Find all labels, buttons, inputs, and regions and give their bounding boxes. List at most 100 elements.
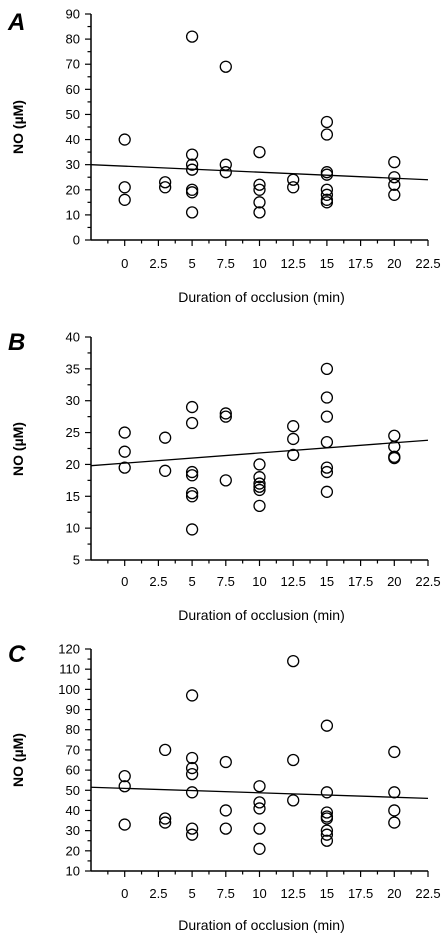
- x-tick-label: 12.5: [281, 256, 306, 271]
- y-tick-label: 80: [66, 722, 80, 737]
- data-point: [118, 780, 131, 793]
- x-tick-label: 15: [320, 256, 334, 271]
- x-tick-label: 17.5: [348, 256, 373, 271]
- y-tick-label: 35: [66, 361, 80, 376]
- data-point: [185, 148, 199, 161]
- data-point: [388, 816, 401, 829]
- y-tick-label: 10: [66, 207, 80, 222]
- y-tick-label: 10: [66, 521, 80, 536]
- x-tick-label: 22.5: [415, 886, 440, 901]
- data-point: [158, 431, 172, 444]
- data-point: [219, 755, 232, 769]
- data-point: [388, 178, 401, 191]
- x-tick-label: 7.5: [217, 886, 235, 901]
- data-point: [320, 115, 334, 129]
- x-tick-label: 0: [121, 256, 128, 271]
- x-tick-label: 20: [387, 574, 401, 589]
- y-tick-label: 40: [66, 330, 80, 345]
- data-point: [253, 499, 266, 512]
- data-point: [253, 802, 266, 815]
- y-tick-label: 50: [66, 783, 80, 798]
- data-point: [253, 206, 266, 219]
- data-point: [253, 196, 266, 209]
- data-point: [118, 193, 131, 206]
- y-tick-label: 10: [66, 864, 80, 879]
- data-point: [118, 461, 131, 474]
- data-point: [320, 362, 334, 376]
- data-point: [320, 485, 334, 498]
- data-point: [118, 426, 131, 439]
- data-point: [158, 176, 172, 189]
- x-tick-label: 7.5: [217, 574, 235, 589]
- y-tick-label: 70: [66, 742, 80, 757]
- y-tick-label: 0: [73, 233, 80, 248]
- data-point: [287, 448, 300, 462]
- data-point: [388, 156, 401, 169]
- data-point: [320, 166, 334, 179]
- y-tick-label: 30: [66, 393, 80, 408]
- data-point: [388, 786, 401, 799]
- data-point: [253, 780, 266, 793]
- data-point: [158, 181, 172, 194]
- data-point: [287, 173, 300, 186]
- data-point: [253, 183, 266, 196]
- y-tick-label: 25: [66, 425, 80, 440]
- data-point: [253, 178, 266, 191]
- data-point: [219, 60, 232, 73]
- data-point: [219, 474, 232, 487]
- data-point: [118, 181, 131, 194]
- y-tick-label: 120: [58, 642, 80, 657]
- data-point: [185, 761, 199, 775]
- y-axis-label: NO (µM): [10, 733, 26, 787]
- x-tick-label: 10: [252, 574, 266, 589]
- y-tick-label: 60: [66, 763, 80, 778]
- data-point: [388, 804, 401, 817]
- data-point: [219, 822, 232, 835]
- panel-label: C: [8, 641, 26, 668]
- data-point: [185, 490, 199, 503]
- data-point: [219, 804, 232, 817]
- x-axis-label: Duration of occlusion (min): [178, 289, 345, 305]
- data-point: [185, 689, 199, 702]
- data-point: [219, 158, 232, 171]
- data-point: [185, 163, 199, 176]
- y-tick-label: 20: [66, 182, 80, 197]
- data-point: [388, 745, 401, 759]
- panel-C: 10 20 30 40 50 60 70 80 90 100 110 120 0 2.5 5 7.5 10 12.…: [8, 641, 441, 933]
- data-point: [219, 410, 232, 423]
- data-point: [185, 400, 199, 414]
- data-point: [185, 30, 199, 43]
- data-point: [287, 753, 300, 767]
- panel-B: 5 10 15 20 25 30 35 40 0 2.5 5 7.5 10 12.5 15 17.5 20 22.…: [8, 329, 441, 623]
- data-point: [320, 196, 334, 209]
- data-point: [287, 654, 300, 668]
- y-tick-label: 30: [66, 823, 80, 838]
- data-point: [253, 480, 266, 493]
- data-point: [287, 794, 300, 807]
- x-tick-label: 5: [188, 574, 195, 589]
- data-point: [253, 458, 266, 471]
- panel-A: 0 10 20 30 40 50 60 70 80 90 0 2.5 5 7.5 10 12.5 15 17.5 2…: [7, 7, 441, 306]
- data-point: [320, 786, 334, 799]
- data-point: [253, 145, 266, 159]
- y-tick-label: 20: [66, 843, 80, 858]
- trend-line: [90, 439, 429, 467]
- y-tick-label: 90: [66, 7, 80, 22]
- x-tick-label: 12.5: [281, 886, 306, 901]
- data-point: [320, 168, 334, 181]
- data-point: [388, 188, 401, 201]
- data-point: [158, 812, 172, 825]
- trend-line: [90, 786, 429, 799]
- data-point: [185, 465, 199, 479]
- data-point: [388, 171, 401, 184]
- data-point: [185, 206, 199, 219]
- data-point: [185, 523, 199, 536]
- data-point: [185, 828, 199, 841]
- y-tick-label: 60: [66, 82, 80, 97]
- data-point: [388, 429, 401, 442]
- data-point: [320, 824, 334, 837]
- x-tick-label: 2.5: [149, 256, 167, 271]
- data-point: [158, 816, 172, 829]
- y-tick-label: 40: [66, 803, 80, 818]
- y-tick-label: 50: [66, 107, 80, 122]
